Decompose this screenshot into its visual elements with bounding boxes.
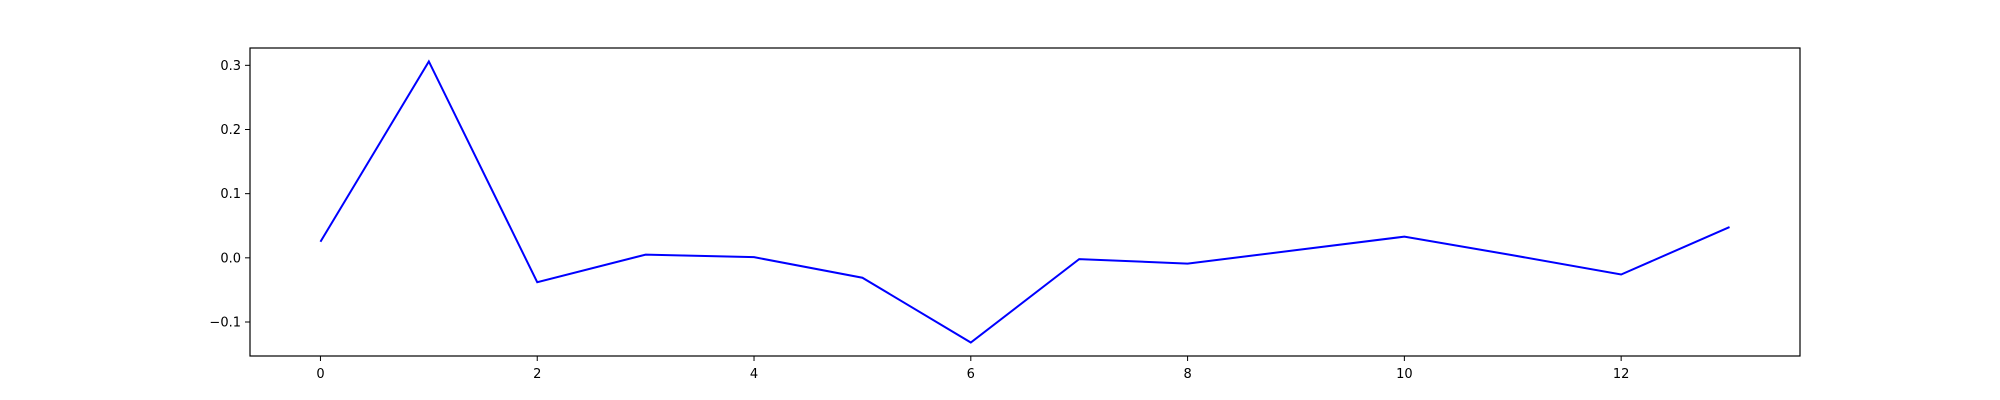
x-tick-label: 8 xyxy=(1183,367,1191,382)
x-tick-label: 10 xyxy=(1396,367,1413,382)
y-axis-ticks: −0.1 0.0 0.1 0.2 0.3 xyxy=(209,59,250,330)
x-tick-label: 12 xyxy=(1613,367,1630,382)
x-tick-label: 4 xyxy=(750,367,758,382)
x-tick-label: 6 xyxy=(967,367,975,382)
x-tick-label: 0 xyxy=(316,367,324,382)
y-tick-label: −0.1 xyxy=(209,315,241,330)
series-line xyxy=(319,59,1730,344)
x-axis-ticks: 0 2 4 6 8 10 12 xyxy=(316,356,1629,382)
y-tick-label: 0.0 xyxy=(220,251,241,266)
y-tick-label: 0.1 xyxy=(220,187,241,202)
axes-frame xyxy=(249,47,1801,357)
x-tick-label: 2 xyxy=(533,367,541,382)
y-tick-label: 0.2 xyxy=(220,123,241,138)
y-tick-label: 0.3 xyxy=(220,59,241,74)
